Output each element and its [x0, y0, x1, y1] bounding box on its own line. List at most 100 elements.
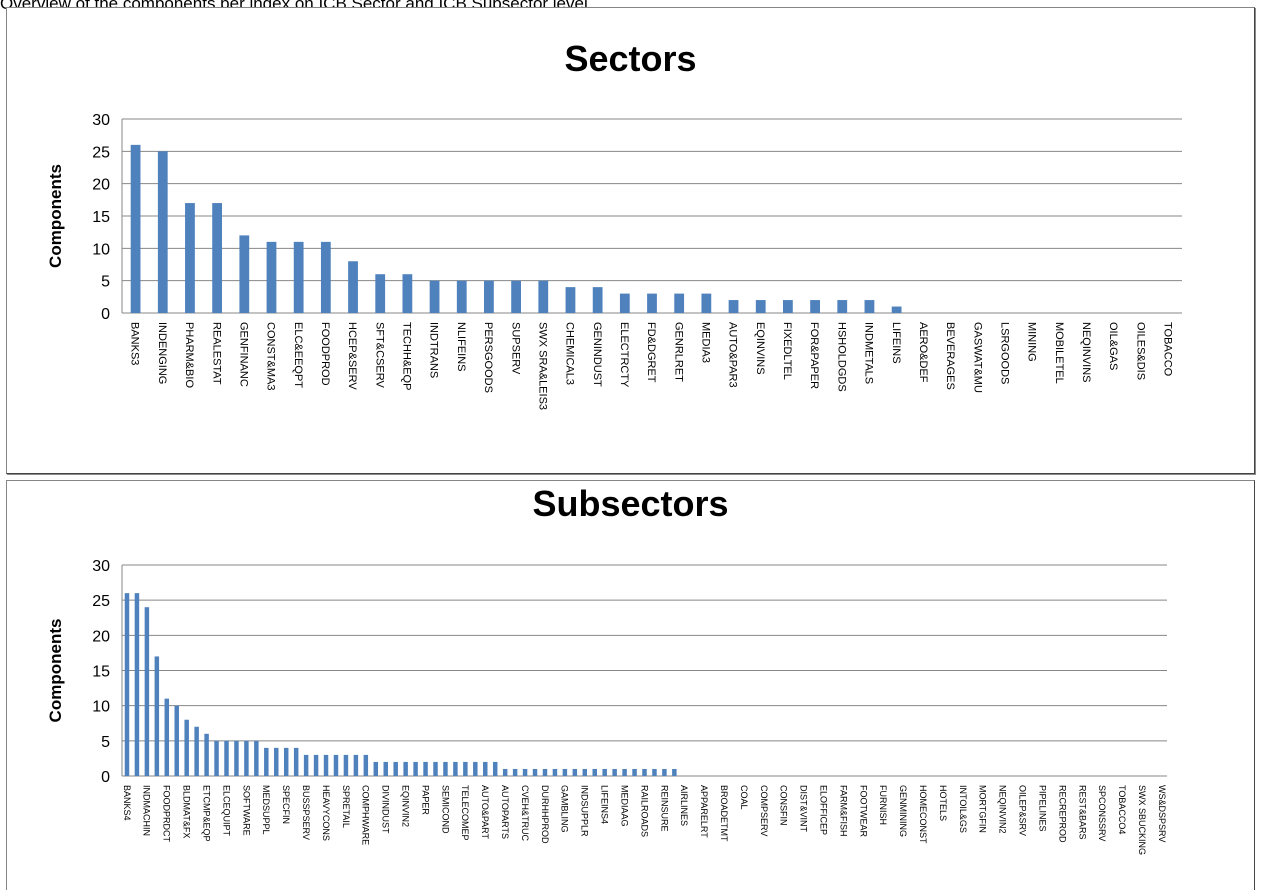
bar	[512, 768, 518, 776]
bar	[473, 761, 478, 776]
y-tick-label: 25	[92, 144, 110, 161]
x-tick-label: HCEP&SERV	[346, 322, 358, 390]
y-tick-label: 30	[92, 112, 110, 129]
bar	[492, 761, 498, 776]
x-tick-label: HEAVYCONS	[321, 785, 331, 841]
bar	[755, 300, 766, 313]
bar	[239, 235, 250, 313]
x-tick-label: FURNISH	[878, 785, 888, 825]
bar	[234, 740, 239, 776]
x-tick-label: ELC&EEQPT	[292, 322, 304, 388]
bar	[701, 293, 712, 313]
bar	[423, 761, 428, 776]
x-tick-label: NLIFEINS	[455, 322, 467, 372]
x-tick-label: SOFTWARE	[241, 785, 251, 836]
x-tick-label: MEDSUPPL	[261, 785, 271, 835]
y-tick-label: 15	[92, 664, 110, 681]
bar	[565, 287, 576, 313]
bar	[266, 241, 277, 313]
bar	[511, 280, 521, 313]
chart-title: Sectors	[564, 38, 697, 79]
x-tick-label: EQINVINS	[754, 322, 766, 375]
bar	[433, 761, 438, 776]
bar	[463, 761, 468, 776]
x-tick-label: COMPSERV	[759, 785, 769, 836]
x-tick-label: HSHOLDGDS	[835, 322, 847, 392]
y-tick-label: 20	[92, 628, 110, 645]
bar	[582, 768, 588, 776]
bar	[453, 761, 458, 776]
x-tick-label: WS&DSPSRV	[1157, 785, 1167, 842]
bar	[652, 768, 657, 776]
bar	[154, 656, 160, 776]
bar	[194, 726, 199, 776]
x-tick-label: FOR&PAPER	[808, 322, 820, 389]
bar	[174, 705, 179, 776]
x-tick-label: LIFEINS4	[600, 785, 610, 824]
bar	[619, 293, 630, 313]
x-tick-label: SWX SRA&LEIS3	[536, 322, 548, 410]
x-tick-label: CONSFIN	[779, 785, 789, 826]
x-tick-label: ETCMP&EQP	[201, 785, 211, 842]
x-tick-label: GENMINING	[898, 785, 908, 837]
bar	[244, 740, 249, 776]
x-tick-label: REST&BARS	[1077, 785, 1087, 840]
y-tick-label: 5	[101, 734, 110, 751]
chart-title: Subsectors	[532, 483, 729, 524]
x-tick-label: MEDIA3	[700, 322, 712, 363]
y-axis-label: Components	[46, 164, 65, 268]
x-tick-label: INDTRANS	[428, 322, 440, 378]
x-tick-label: AERO&DEF	[917, 322, 929, 383]
bar	[184, 719, 189, 776]
x-tick-label: OILES&DIS	[1134, 322, 1146, 380]
y-axis-label: Components	[46, 619, 65, 723]
sectors-chart: 0 5 10 15 20 25 30 Components BANKS3 INDENGING PHA…	[46, 112, 1182, 410]
x-tick-label: NEQINVIN2	[998, 785, 1008, 834]
bar	[402, 274, 413, 313]
bar	[810, 300, 820, 313]
bar	[130, 144, 141, 313]
bar	[403, 761, 408, 776]
bar	[303, 754, 309, 776]
bar	[572, 768, 578, 776]
bar	[224, 740, 229, 776]
x-tick-label: LSRGOODS	[998, 322, 1010, 384]
x-tick-label: HOTELS	[938, 785, 948, 821]
bar	[293, 241, 304, 313]
bar	[323, 754, 329, 776]
x-tick-label: RAILROADS	[639, 785, 649, 837]
x-tick-label: BEVERAGES	[944, 322, 956, 390]
x-tick-label: INDSUPPLR	[580, 785, 590, 837]
bar	[484, 280, 494, 313]
bar	[283, 747, 289, 776]
x-tick-label: CVEH&TRUC	[520, 785, 530, 842]
y-tick-label: 20	[92, 177, 110, 194]
x-tick-label: PERSGOODS	[482, 322, 494, 393]
x-tick-label: FOOTWEAR	[858, 785, 868, 837]
bar	[592, 768, 597, 776]
sectors-chart-panel: Sectors 0 5 10 15 20 25 30 Components BANKS3 INDE…	[6, 7, 1255, 474]
bar	[542, 768, 548, 776]
bar	[632, 768, 637, 776]
x-tick-label: MINING	[1026, 322, 1038, 362]
x-tick-label: AUTO&PART	[480, 785, 490, 840]
x-tick-label: FOODPROD	[319, 322, 331, 386]
x-tick-label: FIXEDLTEL	[781, 322, 793, 380]
x-tick-label: BUSSPSERV	[301, 785, 311, 840]
x-tick-label: COAL	[739, 785, 749, 810]
bar	[254, 740, 259, 776]
bar	[348, 261, 358, 313]
bar	[728, 300, 739, 313]
x-tick-label: TELECOMEP	[460, 785, 470, 841]
bar	[612, 768, 617, 776]
x-tick-label: INDMETALS	[863, 322, 875, 384]
bar	[502, 768, 508, 776]
y-tick-label: 0	[101, 306, 110, 323]
y-tick-label: 10	[92, 699, 110, 716]
x-tick-label: SWX SBUCKING	[1137, 785, 1147, 855]
x-tick-label: GENFINANC	[237, 322, 249, 387]
bar	[373, 761, 379, 776]
bar	[552, 768, 558, 776]
x-tick-label: AIRLINES	[679, 785, 689, 826]
x-tick-label: OILEP&SRV	[1018, 785, 1028, 836]
